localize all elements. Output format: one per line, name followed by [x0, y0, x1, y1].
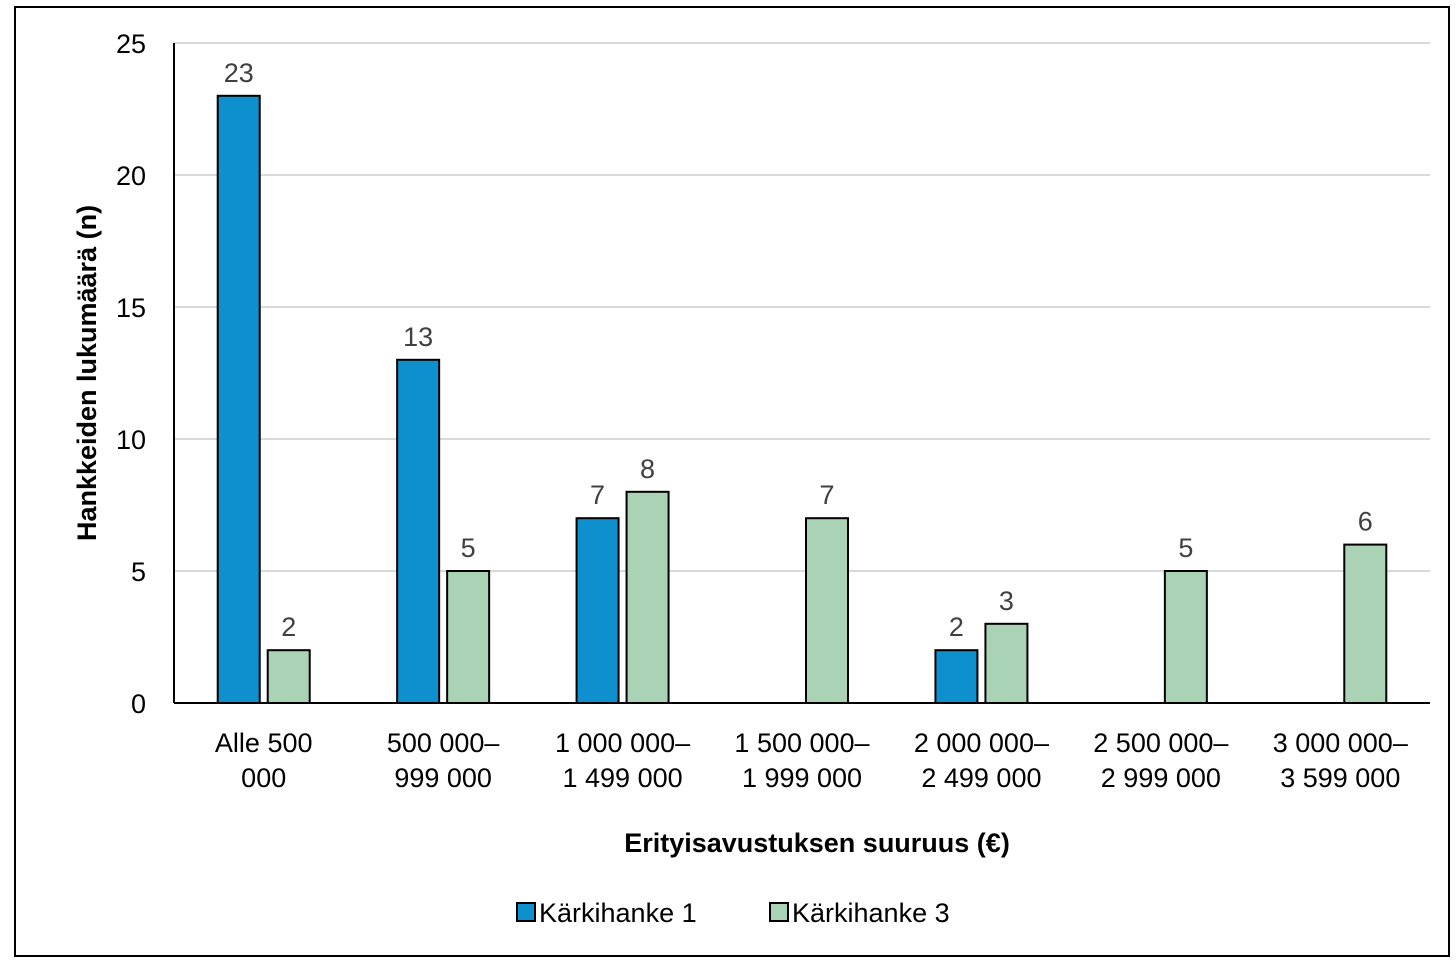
- y-axis-title: Hankkeiden lukumäärä (n): [72, 205, 102, 541]
- x-tick-label: 1 500 000–: [734, 728, 869, 758]
- bar: [1343, 543, 1388, 704]
- data-label: 8: [640, 454, 655, 484]
- bar: [216, 94, 261, 705]
- legend: Kärkihanke 1 Kärkihanke 3: [516, 898, 950, 928]
- legend-label: Kärkihanke 1: [539, 898, 697, 928]
- bar: [396, 358, 441, 704]
- y-tick-label: 20: [116, 161, 146, 191]
- y-tick-label: 25: [116, 29, 146, 59]
- legend-swatch: [516, 902, 536, 922]
- bar: [266, 649, 311, 705]
- legend-swatch: [769, 902, 789, 922]
- data-label: 7: [819, 480, 834, 510]
- bar: [625, 490, 670, 704]
- bar: [805, 517, 849, 705]
- y-tick-label: 0: [131, 689, 146, 719]
- x-tick-label: 2 999 000: [1101, 763, 1221, 793]
- x-tick-label: 2 500 000–: [1093, 728, 1228, 758]
- data-label: 23: [224, 58, 254, 88]
- x-tick-label: 500 000–: [387, 728, 500, 758]
- axes: [173, 43, 1430, 704]
- x-tick-label: 3 599 000: [1280, 763, 1400, 793]
- x-tick-label: 2 000 000–: [914, 728, 1049, 758]
- legend-label: Kärkihanke 3: [792, 898, 950, 928]
- bar: [446, 570, 491, 704]
- x-tick-label: 000: [241, 763, 286, 793]
- x-tick-label: 1 999 000: [742, 763, 862, 793]
- bar: [984, 622, 1029, 704]
- data-label: 5: [1178, 533, 1193, 563]
- gridlines: [174, 42, 1430, 572]
- bar: [575, 517, 620, 705]
- y-tick-label: 5: [131, 557, 146, 587]
- y-tick-labels: 0 5 10 15 20 25: [116, 29, 146, 719]
- x-tick-label: 2 499 000: [921, 763, 1041, 793]
- data-label: 5: [461, 533, 476, 563]
- data-label: 3: [999, 586, 1014, 616]
- data-label: 2: [949, 612, 964, 642]
- bars: [216, 94, 1388, 705]
- x-axis-title: Erityisavustuksen suuruus (€): [624, 828, 1010, 858]
- data-label: 2: [281, 612, 296, 642]
- x-tick-label: Alle 500: [215, 728, 313, 758]
- data-label: 7: [590, 480, 605, 510]
- x-tick-label: 999 000: [394, 763, 492, 793]
- bar: [1163, 570, 1208, 704]
- x-tick-labels: Alle 500 000 500 000– 999 000 1 000 000– 1 49…: [215, 728, 1408, 793]
- x-tick-label: 1 000 000–: [555, 728, 690, 758]
- data-label: 6: [1358, 507, 1373, 537]
- data-label: 13: [403, 322, 433, 352]
- x-tick-label: 1 499 000: [563, 763, 683, 793]
- y-tick-label: 10: [116, 425, 146, 455]
- x-tick-label: 3 000 000–: [1273, 728, 1408, 758]
- bar: [934, 649, 979, 705]
- y-tick-label: 15: [116, 293, 146, 323]
